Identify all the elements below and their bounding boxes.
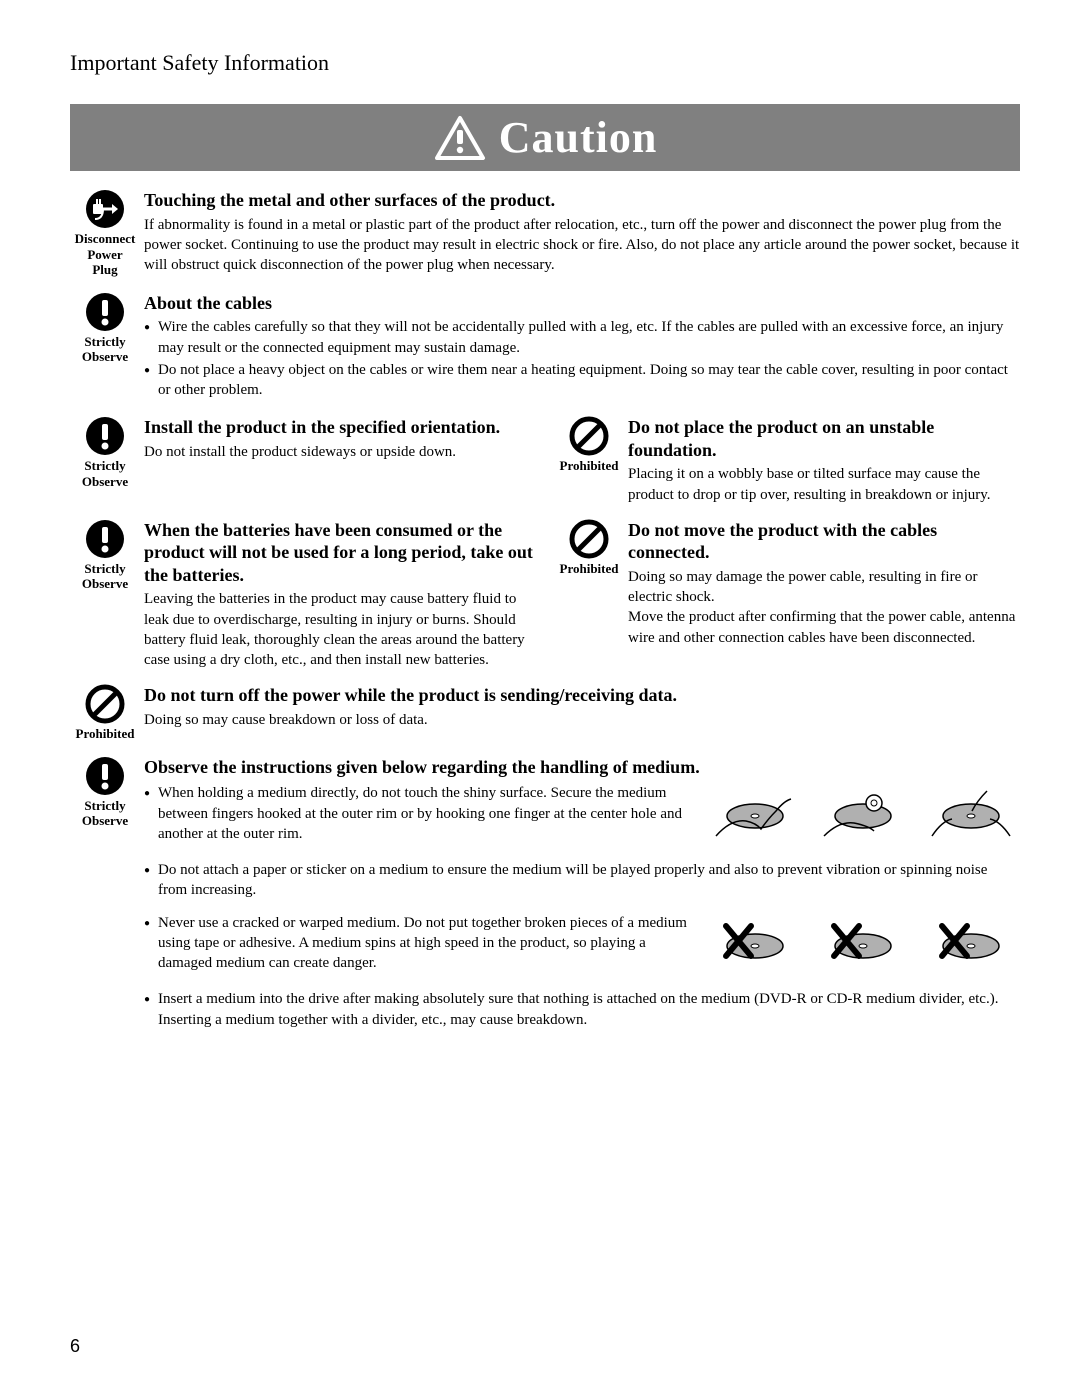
prohibit-icon xyxy=(569,519,609,559)
disc-taped-bad-icon xyxy=(922,911,1020,971)
exclaim-icon xyxy=(85,519,125,559)
section-body: Do not install the product sideways or u… xyxy=(144,442,536,462)
section-body: Doing so may damage the power cable, res… xyxy=(628,567,1020,608)
section-batteries: Strictly Observe When the batteries have… xyxy=(70,519,536,671)
section-title: About the cables xyxy=(144,292,1020,315)
warning-triangle-icon xyxy=(433,114,487,162)
bullet-item: Do not attach a paper or sticker on a me… xyxy=(144,860,1020,901)
disc-handling-good-illustrations xyxy=(696,781,1020,841)
icon-label: Prohibited xyxy=(554,561,624,577)
disc-handling-bad-illustrations xyxy=(696,911,1020,971)
disc-hold-center-icon xyxy=(814,781,912,841)
disconnect-plug-icon xyxy=(85,189,125,229)
section-body: Leaving the batteries in the product may… xyxy=(144,589,536,670)
icon-label: Strictly xyxy=(70,458,140,474)
section-title: When the batteries have been consumed or… xyxy=(144,519,536,587)
prohibited-icon-block: Prohibited xyxy=(554,519,624,577)
disc-cracked-bad-icon xyxy=(706,911,804,971)
bullet-item: Do not place a heavy object on the cable… xyxy=(144,360,1020,401)
section-install-orientation: Strictly Observe Install the product in … xyxy=(70,416,536,505)
icon-label: Disconnect xyxy=(70,231,140,247)
icon-label: Observe xyxy=(70,813,140,829)
section-title: Do not place the product on an unstable … xyxy=(628,416,1020,461)
strictly-observe-icon-block: Strictly Observe xyxy=(70,292,140,365)
section-title: Do not turn off the power while the prod… xyxy=(144,684,1020,707)
section-power-data: Prohibited Do not turn off the power whi… xyxy=(70,684,1020,742)
section-unstable-foundation: Prohibited Do not place the product on a… xyxy=(554,416,1020,505)
icon-label: Plug xyxy=(70,262,140,278)
disc-hold-twohand-icon xyxy=(922,781,1020,841)
icon-label: Strictly xyxy=(70,561,140,577)
icon-label: Observe xyxy=(70,576,140,592)
prohibited-icon-block: Prohibited xyxy=(70,684,140,742)
section-move-cables: Prohibited Do not move the product with … xyxy=(554,519,1020,671)
bullet-item: Insert a medium into the drive after mak… xyxy=(144,989,1020,1030)
bullet-item: When holding a medium directly, do not t… xyxy=(144,783,696,844)
strictly-observe-icon-block: Strictly Observe xyxy=(70,519,140,592)
page-number: 6 xyxy=(70,1336,80,1357)
icon-label: Power xyxy=(70,247,140,263)
section-title: Observe the instructions given below reg… xyxy=(144,756,1020,779)
disconnect-plug-icon-block: Disconnect Power Plug xyxy=(70,189,140,278)
icon-label: Observe xyxy=(70,349,140,365)
section-body: If abnormality is found in a metal or pl… xyxy=(144,215,1020,276)
icon-label: Strictly xyxy=(70,798,140,814)
section-title: Do not move the product with the cables … xyxy=(628,519,1020,564)
section-title: Install the product in the specified ori… xyxy=(144,416,536,439)
prohibited-icon-block: Prohibited xyxy=(554,416,624,474)
icon-label: Observe xyxy=(70,474,140,490)
bullet-item: Wire the cables carefully so that they w… xyxy=(144,317,1020,358)
section-about-cables: Strictly Observe About the cables Wire t… xyxy=(70,292,1020,403)
disc-hold-edge-icon xyxy=(706,781,804,841)
section-body: Doing so may cause breakdown or loss of … xyxy=(144,710,1020,730)
icon-label: Strictly xyxy=(70,334,140,350)
icon-label: Prohibited xyxy=(70,726,140,742)
caution-banner-text: Caution xyxy=(499,112,658,163)
strictly-observe-icon-block: Strictly Observe xyxy=(70,416,140,489)
section-body: Placing it on a wobbly base or tilted su… xyxy=(628,464,1020,505)
prohibit-icon xyxy=(85,684,125,724)
section-handling-medium: Strictly Observe Observe the instruction… xyxy=(70,756,1020,1032)
exclaim-icon xyxy=(85,292,125,332)
strictly-observe-icon-block: Strictly Observe xyxy=(70,756,140,829)
section-title: Touching the metal and other surfaces of… xyxy=(144,189,1020,212)
prohibit-icon xyxy=(569,416,609,456)
icon-label: Prohibited xyxy=(554,458,624,474)
section-touching-metal: Disconnect Power Plug Touching the metal… xyxy=(70,189,1020,278)
caution-banner: Caution xyxy=(70,104,1020,171)
bullet-item: Never use a cracked or warped medium. Do… xyxy=(144,913,696,974)
disc-warped-bad-icon xyxy=(814,911,912,971)
page-header: Important Safety Information xyxy=(70,50,1020,76)
exclaim-icon xyxy=(85,756,125,796)
section-body: Move the product after confirming that t… xyxy=(628,607,1020,648)
exclaim-icon xyxy=(85,416,125,456)
